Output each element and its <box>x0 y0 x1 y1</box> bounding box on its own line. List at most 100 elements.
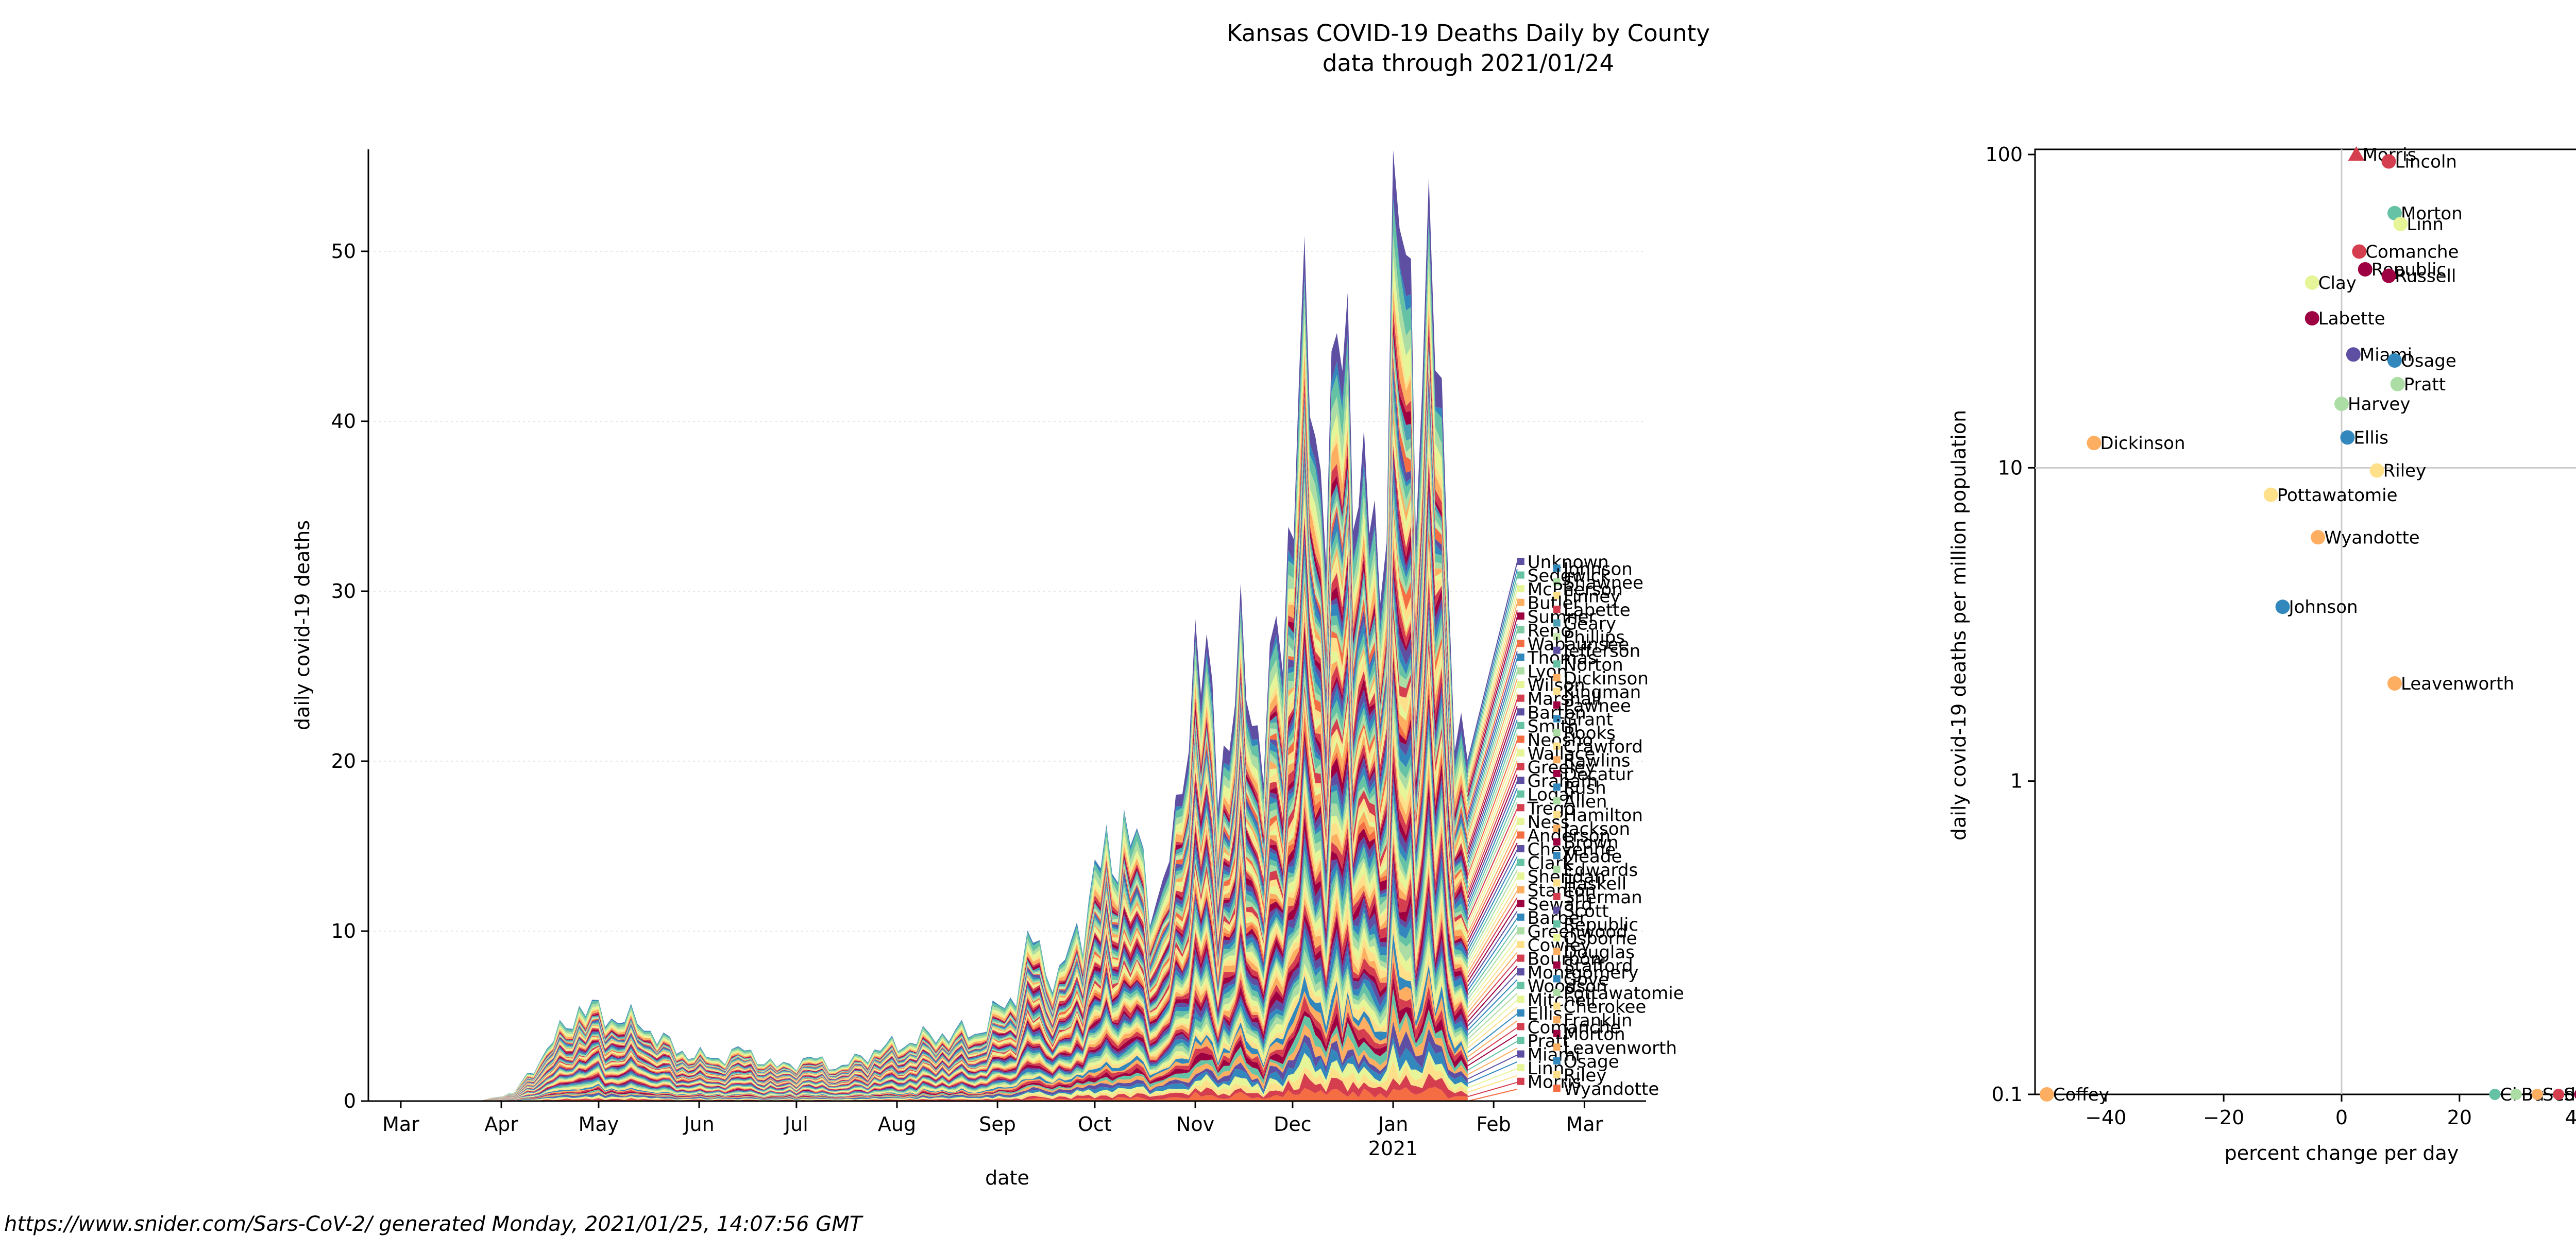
label-leader <box>1467 664 1518 828</box>
label-leader <box>1467 569 1518 766</box>
label-marker <box>1553 564 1561 572</box>
label-marker <box>1553 975 1561 983</box>
label-marker <box>1517 722 1524 729</box>
label-leader <box>1467 644 1518 815</box>
label-leader <box>1467 1082 1518 1097</box>
scatter-point <box>2087 436 2102 451</box>
label-marker <box>1517 872 1524 880</box>
label-marker <box>1553 701 1561 709</box>
label-leader <box>1467 1034 1518 1067</box>
label-marker <box>1553 1057 1561 1065</box>
label-marker <box>1553 934 1561 941</box>
label-marker <box>1517 571 1524 579</box>
y-tick-label: 20 <box>331 750 356 772</box>
label-marker <box>1517 1050 1524 1058</box>
county-label: Sedgwick <box>1528 566 1611 587</box>
figure-title: Kansas COVID-19 Deaths Daily by County <box>1227 20 1710 47</box>
label-marker <box>1553 688 1561 695</box>
x-tick-label: 20 <box>2447 1106 2472 1129</box>
label-leader <box>1467 1048 1518 1075</box>
x-tick-label: Mar <box>1566 1113 1603 1136</box>
scatter-point-label: Shawnee <box>2564 1085 2576 1105</box>
x-tick-label: Aug <box>878 1113 916 1136</box>
label-leader <box>1467 630 1518 805</box>
label-marker <box>1517 598 1524 606</box>
scatter-point <box>2275 599 2290 614</box>
label-marker <box>1517 694 1524 702</box>
label-leader <box>1467 1027 1518 1062</box>
label-marker <box>1553 1071 1561 1078</box>
county-label: Reno <box>1528 621 1571 641</box>
label-leader <box>1467 788 1518 907</box>
y-tick-label: 0 <box>344 1090 356 1112</box>
label-marker <box>1517 790 1524 798</box>
scatter-point <box>2263 487 2278 502</box>
label-leader <box>1467 966 1518 1022</box>
label-leader <box>1467 938 1518 1005</box>
label-leader <box>1467 815 1518 925</box>
label-leader <box>1467 1061 1518 1084</box>
scatter-point <box>2381 268 2396 283</box>
stream-riley <box>400 1057 1468 1101</box>
scatter-point <box>2369 463 2384 478</box>
label-marker <box>1517 995 1524 1003</box>
county-label: Bourbon <box>1528 949 1602 970</box>
county-label: Kingman <box>1564 682 1641 702</box>
label-marker <box>1517 735 1524 743</box>
scatter-frame <box>2034 148 2576 1095</box>
label-marker <box>1517 1009 1524 1017</box>
county-label: Greeley <box>1528 758 1596 778</box>
label-marker <box>1553 1043 1561 1051</box>
county-label: Crawford <box>1564 737 1643 758</box>
county-label: Pratt <box>1528 1031 1569 1052</box>
label-leader <box>1467 1041 1518 1071</box>
county-label: Phillips <box>1564 627 1625 648</box>
scatter-point <box>2510 1089 2522 1100</box>
label-leader <box>1467 904 1518 983</box>
county-label: Mitchell <box>1528 990 1596 1010</box>
figure-subtitle: data through 2021/01/24 <box>1323 49 1614 77</box>
scatter-point-label: Wyandotte <box>2324 527 2420 548</box>
county-label: Osborne <box>1564 929 1637 949</box>
county-label: Greenwood <box>1528 921 1628 942</box>
scatter-point <box>2340 430 2355 445</box>
label-marker <box>1553 674 1561 681</box>
county-label: Douglas <box>1564 942 1635 963</box>
label-leader <box>1467 1020 1518 1058</box>
left-x-axis-label: date <box>985 1166 1029 1189</box>
y-tick-label: 1 <box>2010 770 2023 793</box>
county-label: Johnson <box>1563 559 1633 579</box>
county-label: Jefferson <box>1563 641 1640 662</box>
x-tick-label: Jul <box>784 1113 808 1136</box>
label-marker <box>1517 859 1524 866</box>
label-leader <box>1467 795 1518 912</box>
county-label: Thomas <box>1527 648 1597 668</box>
stream-chart: UnknownJohnsonSedgwickShawneeMcPhersonFi… <box>291 149 1684 1189</box>
county-label: Stanton <box>1528 881 1596 901</box>
county-label: Allen <box>1564 792 1607 812</box>
scatter-point <box>2574 1090 2576 1099</box>
x-tick-label: 40 <box>2565 1106 2576 1129</box>
label-marker <box>1517 1064 1524 1072</box>
right-y-axis-label: daily covid-19 deaths per million popula… <box>1947 410 1970 840</box>
county-label: Wallace <box>1528 744 1596 764</box>
label-marker <box>1553 879 1561 887</box>
county-label: Stafford <box>1564 956 1633 976</box>
county-label: Wyandotte <box>1564 1079 1659 1100</box>
label-marker <box>1553 961 1561 969</box>
label-marker <box>1553 742 1561 750</box>
label-leader <box>1467 877 1518 965</box>
label-marker <box>1553 578 1561 586</box>
label-leader <box>1467 624 1518 801</box>
label-marker <box>1517 900 1524 907</box>
county-label: Edwards <box>1564 860 1638 881</box>
label-leader <box>1467 678 1518 837</box>
scatter-point-label: Russell <box>2395 266 2456 287</box>
x-tick-label: Nov <box>1176 1113 1214 1136</box>
label-marker <box>1517 845 1524 852</box>
label-marker <box>1553 838 1561 846</box>
scatter-point-label: Coffey <box>2053 1085 2109 1105</box>
label-marker <box>1517 831 1524 839</box>
label-leader <box>1467 1014 1518 1053</box>
label-leader <box>1467 890 1518 973</box>
